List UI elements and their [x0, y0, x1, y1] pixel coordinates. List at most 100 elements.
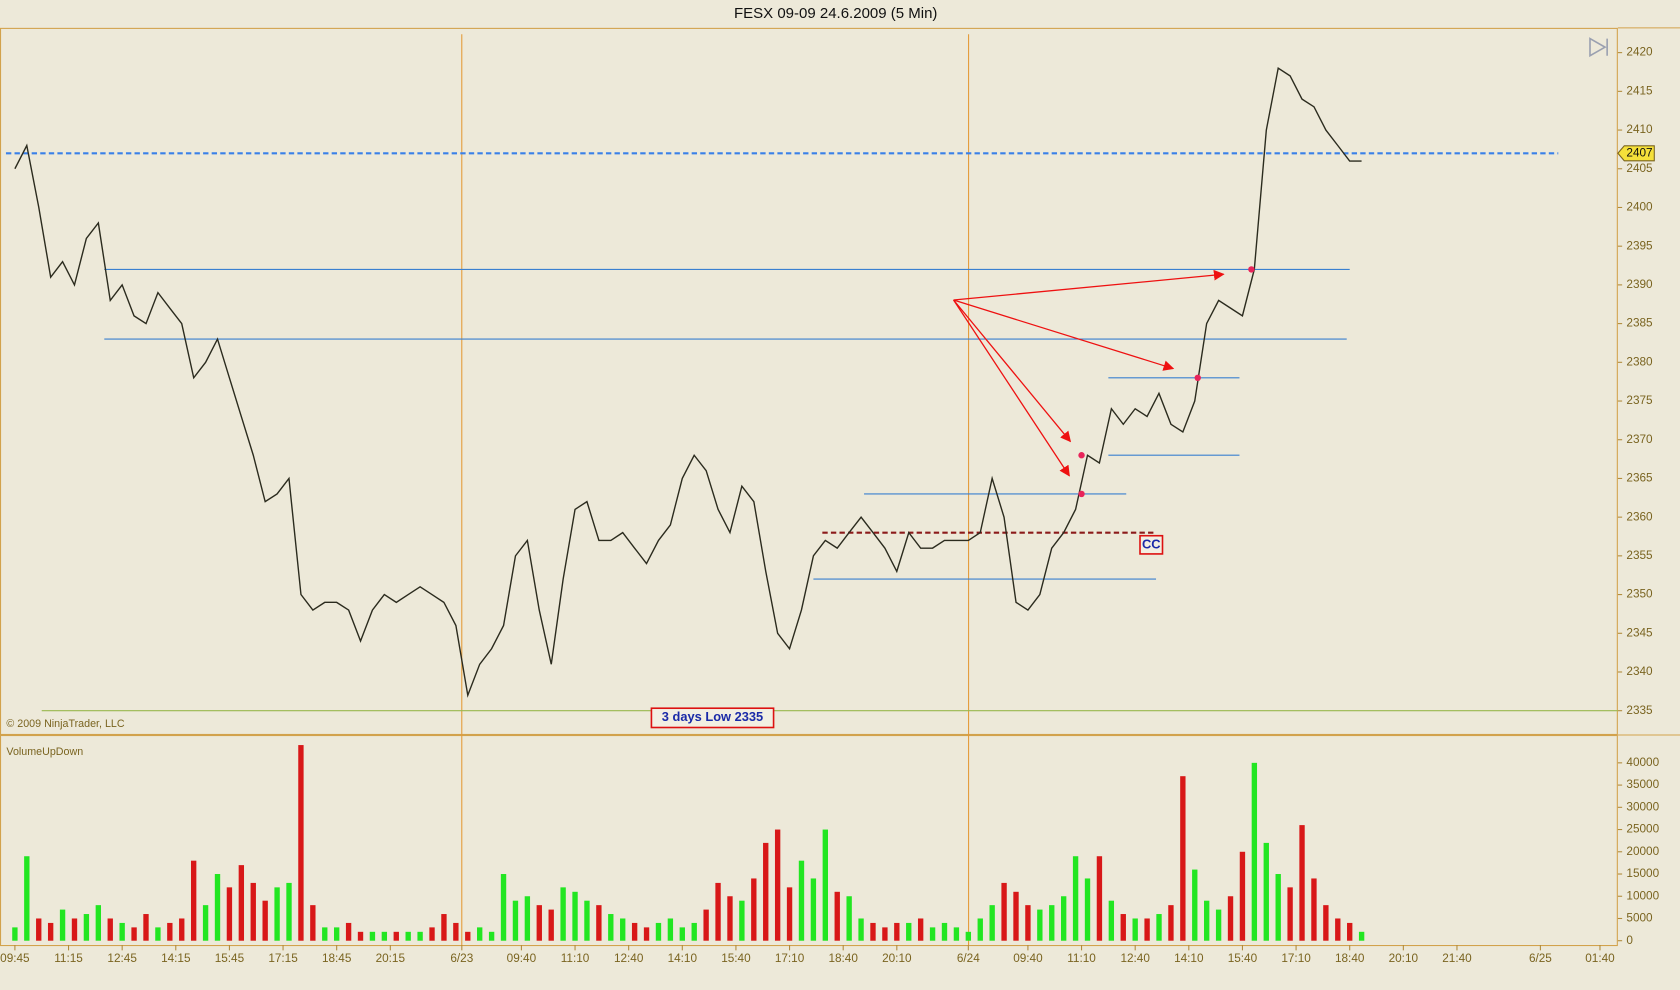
marker-dot — [1078, 490, 1085, 498]
volume-bar — [417, 931, 423, 941]
y-tick-label: 30000 — [1626, 800, 1659, 813]
marker-dot — [1194, 374, 1201, 382]
y-tick-label: 2420 — [1626, 46, 1653, 59]
volume-bar — [250, 882, 256, 941]
volume-bar — [1299, 825, 1305, 941]
volume-bar — [953, 927, 960, 941]
y-tick-label: 10000 — [1626, 889, 1659, 902]
volume-bar — [298, 745, 304, 941]
price-panel — [0, 27, 1618, 735]
volume-bar — [798, 860, 805, 941]
last-price-label: 2407 — [1626, 146, 1652, 159]
volume-bar — [1227, 896, 1234, 941]
volume-bar — [369, 931, 376, 941]
arrow — [953, 299, 1070, 477]
x-tick-label: 6/25 — [1529, 952, 1552, 965]
volume-bar — [989, 905, 995, 941]
x-tick-label: 6/23 — [450, 952, 473, 965]
volume-bar — [1037, 909, 1043, 941]
copyright: © 2009 NinjaTrader, LLC — [6, 718, 124, 730]
volume-bar — [1013, 891, 1019, 941]
annotation-box — [650, 707, 775, 729]
x-tick-label: 17:15 — [268, 952, 298, 965]
volume-bar — [143, 914, 149, 941]
x-tick-label: 20:10 — [882, 952, 912, 965]
volume-bar — [286, 882, 292, 941]
volume-bar — [453, 922, 459, 941]
x-tick-label: 20:10 — [1389, 952, 1419, 965]
volume-bar — [715, 882, 721, 941]
volume-bar — [1049, 905, 1055, 941]
scroll-end-icon[interactable] — [1589, 37, 1608, 58]
volume-bar — [226, 887, 233, 941]
volume-bar — [488, 931, 495, 941]
volume-bar — [620, 918, 626, 941]
y-tick-label: 2415 — [1626, 84, 1653, 97]
volume-bar — [536, 905, 542, 941]
volume-bar — [1180, 776, 1186, 941]
volume-bar — [310, 905, 316, 941]
x-tick-label: 15:45 — [215, 952, 245, 965]
volume-bar — [1287, 887, 1293, 941]
volume-bar — [1239, 851, 1246, 941]
volume-bar — [12, 927, 18, 941]
x-tick-label: 18:40 — [1335, 952, 1365, 965]
y-tick-label: 2350 — [1626, 588, 1653, 601]
marker-dot — [1078, 452, 1085, 459]
volume-bar — [190, 860, 197, 941]
nav-icon[interactable] — [1589, 37, 1608, 58]
x-tick-label: 01:40 — [1585, 952, 1615, 965]
volume-bar — [1120, 914, 1126, 941]
volume-bar — [429, 927, 435, 941]
volume-bar — [59, 909, 66, 941]
x-tick-label: 11:10 — [561, 952, 590, 965]
arrow — [953, 299, 1175, 371]
volume-bar — [1168, 905, 1174, 941]
volume-bar — [167, 922, 173, 941]
volume-bar — [1347, 922, 1353, 941]
chart-title: FESX 09-09 24.6.2009 (5 Min) — [734, 5, 937, 22]
arrow — [953, 299, 1072, 443]
volume-bar — [917, 918, 924, 941]
volume-bar — [786, 887, 793, 941]
y-tick-label: 40000 — [1626, 756, 1659, 769]
volume-bar — [179, 918, 185, 941]
volume-bar — [965, 931, 972, 941]
volume-bar — [214, 874, 221, 941]
y-tick-label: 2400 — [1626, 201, 1653, 214]
volume-bar — [24, 856, 30, 941]
volume-bar — [941, 922, 948, 941]
volume-bar — [393, 931, 399, 941]
x-tick-label: 21:40 — [1442, 952, 1472, 965]
y-tick-label: 2390 — [1626, 278, 1653, 291]
price-line — [14, 66, 1362, 698]
x-tick-label: 09:40 — [1013, 952, 1043, 965]
volume-bar — [524, 896, 531, 941]
volume-bar — [95, 905, 102, 941]
y-tick-label: 25000 — [1626, 823, 1659, 836]
volume-bar — [631, 922, 638, 941]
volume-bar — [345, 922, 352, 941]
annotation: 3 days Low 2335 — [662, 709, 763, 724]
x-tick-label: 12:45 — [107, 952, 137, 965]
volume-bar — [1335, 918, 1341, 941]
volume-bar — [1132, 918, 1138, 941]
volume-panel — [0, 734, 1618, 947]
volume-bar — [512, 900, 519, 941]
volume-bar — [560, 887, 566, 941]
volume-bar — [1251, 762, 1258, 941]
volume-bar — [810, 878, 817, 941]
volume-bar — [548, 909, 554, 941]
x-tick-label: 18:40 — [828, 952, 858, 965]
volume-bar — [763, 842, 769, 941]
y-tick-label: 2345 — [1626, 626, 1653, 639]
volume-bar — [274, 887, 280, 941]
volume-bar — [834, 891, 840, 941]
y-tick-label: 2365 — [1626, 472, 1653, 485]
volume-bar — [357, 931, 364, 941]
y-tick-label: 2370 — [1626, 433, 1653, 446]
volume-bar — [107, 918, 113, 941]
